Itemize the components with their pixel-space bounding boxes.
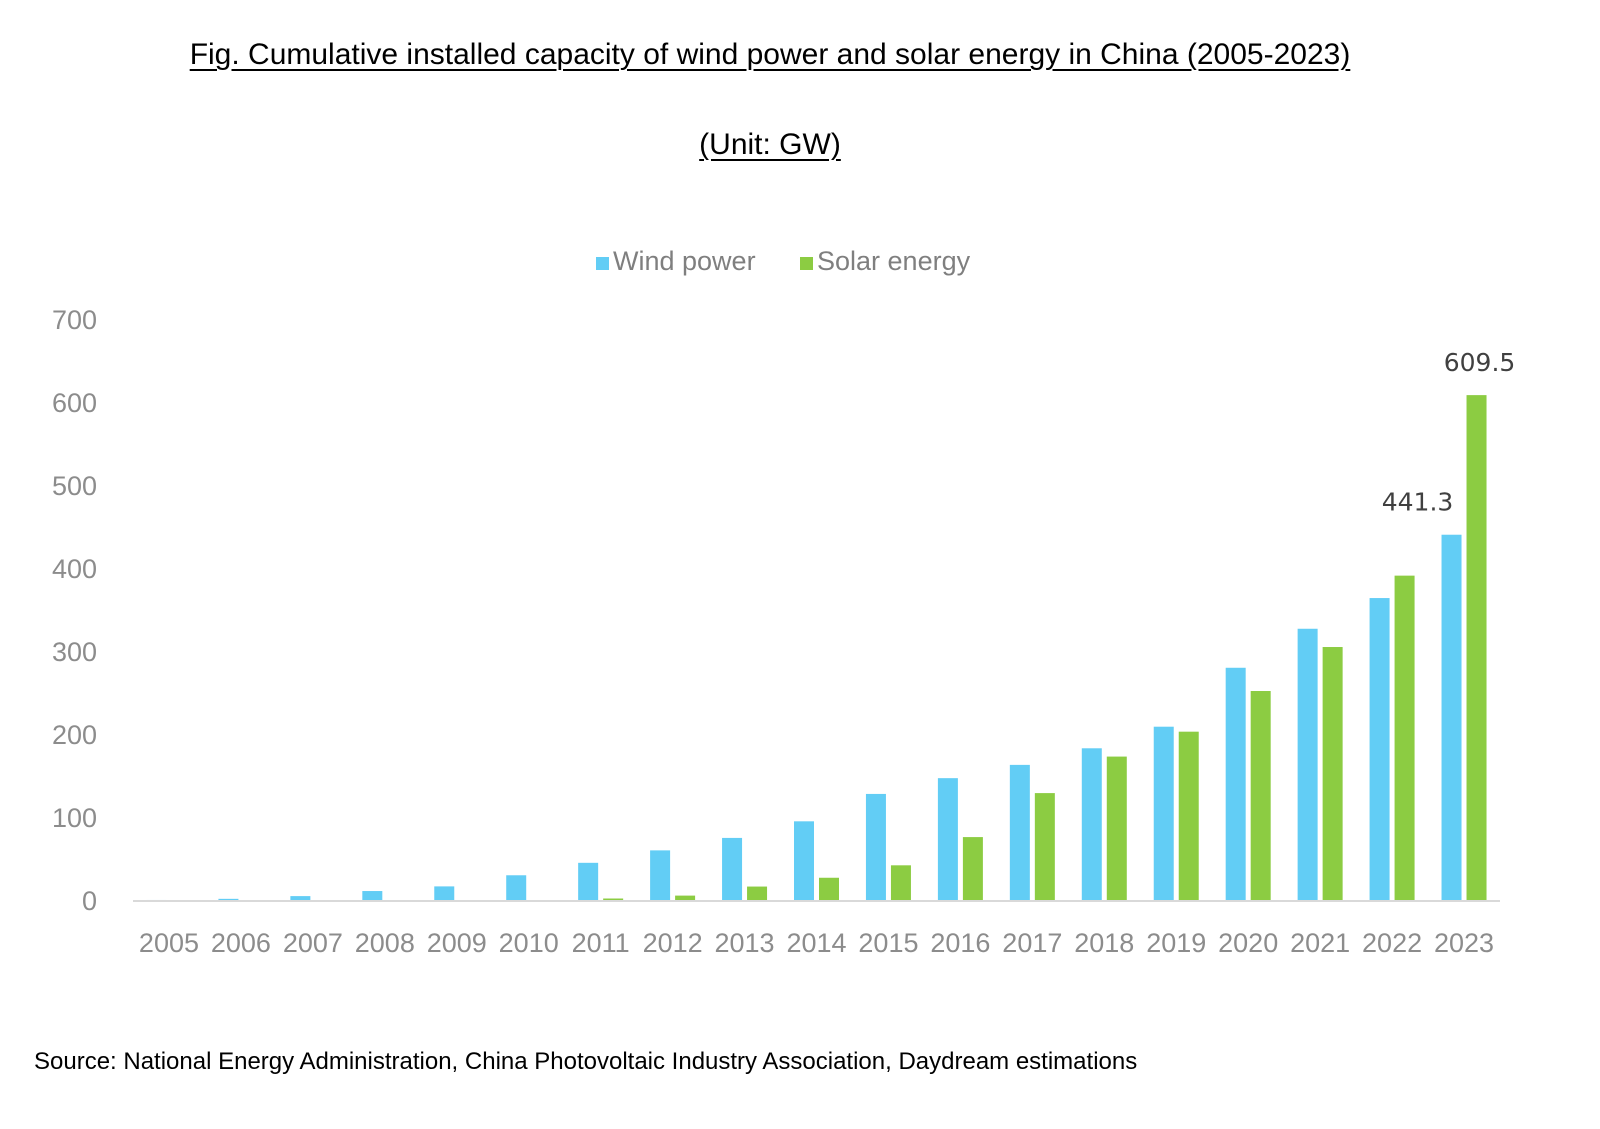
bar-chart: Wind power Solar energy 0 100 200 300 400 500 6…	[52, 246, 1516, 958]
x-tick-label: 2011	[572, 928, 630, 958]
bar-solar-2020	[1250, 691, 1271, 901]
legend-swatch-0	[596, 257, 609, 270]
bars	[146, 395, 1487, 901]
x-tick-label: 2010	[499, 928, 559, 958]
y-tick-label: 500	[52, 471, 97, 501]
bar-wind-2023	[1441, 534, 1462, 901]
y-tick-label: 600	[52, 388, 97, 418]
data-label-1: 609.5	[1444, 348, 1516, 377]
bar-wind-2007	[290, 896, 311, 901]
bar-solar-2016	[962, 837, 983, 901]
x-tick-label: 2008	[355, 928, 415, 958]
x-tick-label: 2015	[858, 928, 918, 958]
x-tick-label: 2014	[786, 928, 846, 958]
bar-wind-2022	[1369, 598, 1390, 901]
x-axis: 2005 2006 2007 2008 2009 2010 2011 2012 2013 2014…	[139, 928, 1494, 958]
bar-wind-2006	[218, 898, 239, 901]
bar-solar-2011	[603, 898, 624, 901]
legend-label-1: Solar energy	[817, 246, 971, 276]
legend: Wind power Solar energy	[596, 246, 971, 276]
x-tick-label: 2007	[283, 928, 343, 958]
bar-wind-2015	[865, 793, 886, 901]
x-tick-label: 2017	[1002, 928, 1062, 958]
bar-solar-2023	[1466, 395, 1487, 901]
y-tick-label: 400	[52, 554, 97, 584]
bar-wind-2013	[722, 837, 743, 901]
data-label-0: 441.3	[1382, 488, 1454, 517]
y-axis: 0 100 200 300 400 500 600 700	[52, 305, 97, 916]
bar-wind-2017	[1009, 764, 1030, 901]
bar-solar-2017	[1034, 793, 1055, 901]
y-tick-label: 100	[52, 803, 97, 833]
bar-wind-2008	[362, 891, 383, 901]
annotations: 441.3 609.5	[1382, 348, 1516, 517]
bar-wind-2009	[434, 886, 455, 901]
bar-wind-2021	[1297, 628, 1318, 901]
y-tick-label: 0	[82, 886, 97, 916]
bar-wind-2016	[937, 778, 958, 901]
bar-wind-2014	[794, 821, 814, 901]
x-tick-label: 2006	[211, 928, 271, 958]
bar-solar-2014	[819, 877, 839, 901]
x-tick-label: 2023	[1434, 928, 1494, 958]
legend-swatch-1	[800, 257, 813, 270]
bar-wind-2020	[1225, 667, 1246, 901]
bar-solar-2012	[675, 895, 696, 901]
x-tick-label: 2019	[1146, 928, 1206, 958]
bar-wind-2018	[1081, 748, 1102, 901]
x-tick-label: 2018	[1074, 928, 1134, 958]
bar-wind-2011	[578, 862, 599, 901]
x-tick-label: 2012	[643, 928, 703, 958]
x-tick-label: 2020	[1218, 928, 1278, 958]
x-tick-label: 2005	[139, 928, 199, 958]
bar-wind-2012	[650, 850, 671, 901]
bar-wind-2019	[1153, 726, 1174, 901]
x-tick-label: 2021	[1290, 928, 1350, 958]
bar-wind-2010	[506, 875, 527, 901]
y-tick-label: 700	[52, 305, 97, 335]
bar-solar-2019	[1178, 731, 1199, 901]
bar-solar-2013	[747, 886, 768, 901]
source-note: Source: National Energy Administration, …	[34, 1048, 1138, 1075]
y-tick-label: 200	[52, 720, 97, 750]
y-tick-label: 300	[52, 637, 97, 667]
legend-label-0: Wind power	[613, 246, 756, 276]
bar-solar-2015	[890, 865, 911, 901]
chart-title: Fig. Cumulative installed capacity of wi…	[189, 38, 1351, 71]
x-tick-label: 2022	[1362, 928, 1422, 958]
bar-solar-2018	[1106, 756, 1127, 901]
x-tick-label: 2009	[427, 928, 487, 958]
x-tick-label: 2016	[930, 928, 990, 958]
chart-subtitle: (Unit: GW)	[699, 128, 841, 161]
bar-solar-2022	[1394, 575, 1415, 901]
x-tick-label: 2013	[715, 928, 775, 958]
bar-solar-2021	[1322, 647, 1343, 901]
